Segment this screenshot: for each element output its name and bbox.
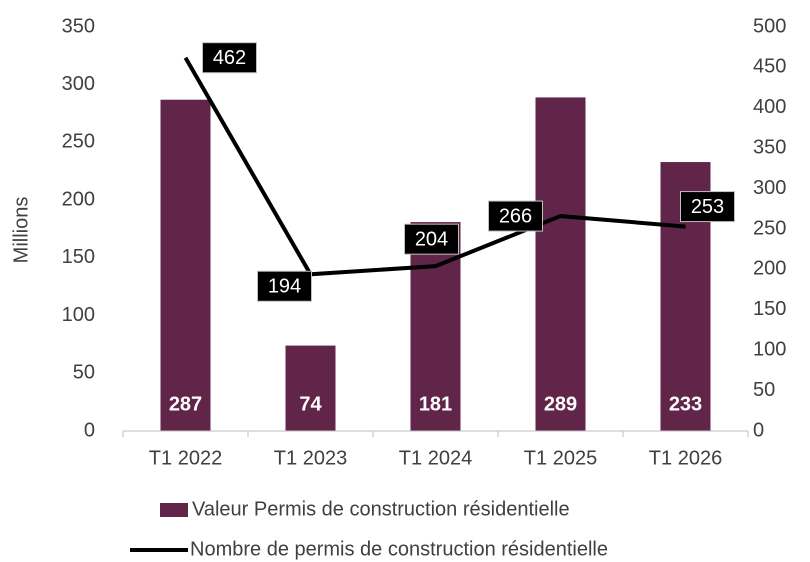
- bar-value-label: 233: [669, 393, 702, 415]
- y-tick-label: 50: [73, 362, 95, 384]
- y-tick-label: 250: [62, 131, 95, 153]
- y-tick-label: 350: [62, 15, 95, 37]
- bar-value-label: 287: [169, 393, 202, 415]
- bar-value-label: 181: [419, 393, 452, 415]
- y2-tick-label: 250: [753, 217, 786, 239]
- y-tick-label: 200: [62, 188, 95, 210]
- line-label-box: [202, 42, 257, 74]
- y2-tick-label: 350: [753, 136, 786, 158]
- line-label-box: [257, 270, 312, 302]
- y-tick-label: 150: [62, 246, 95, 268]
- y2-tick-label: 200: [753, 258, 786, 280]
- legend-swatch: [160, 503, 188, 517]
- line-value-label: 266: [499, 205, 532, 227]
- line: [183, 56, 686, 277]
- y2-tick-label: 100: [753, 338, 786, 360]
- x-tick-label: T1 2026: [649, 447, 722, 469]
- legend-label: Nombre de permis de construction résiden…: [190, 538, 608, 560]
- y2-tick-label: 0: [753, 419, 764, 441]
- bar: [160, 99, 211, 431]
- x-tick-label: T1 2023: [274, 447, 347, 469]
- y2-tick-label: 500: [753, 15, 786, 37]
- line-label-box: [404, 223, 459, 255]
- line-label-box: [488, 200, 543, 232]
- line-value-label: 253: [691, 196, 724, 218]
- line-label-box: [680, 191, 735, 223]
- y2-tick-label: 50: [753, 379, 775, 401]
- y-axis-label: Millions: [10, 197, 32, 264]
- y2-tick-label: 450: [753, 56, 786, 78]
- bar: [410, 222, 461, 431]
- line-value-label: 462: [213, 47, 246, 69]
- bar-value-label: 289: [544, 393, 577, 415]
- bar: [535, 97, 586, 431]
- y2-tick-label: 400: [753, 96, 786, 118]
- line-value-label: 204: [415, 228, 448, 250]
- y2-tick-label: 300: [753, 177, 786, 199]
- bar-value-label: 74: [299, 393, 322, 415]
- x-tick-label: T1 2024: [399, 447, 472, 469]
- line-value-label: 194: [268, 276, 301, 298]
- y-tick-label: 300: [62, 73, 95, 95]
- legend-label: Valeur Permis de construction résidentie…: [192, 498, 570, 520]
- x-tick-label: T1 2025: [524, 447, 597, 469]
- y-tick-label: 0: [84, 419, 95, 441]
- y-tick-label: 100: [62, 304, 95, 326]
- y2-tick-label: 150: [753, 298, 786, 320]
- bar: [285, 345, 336, 431]
- x-tick-label: T1 2022: [149, 447, 222, 469]
